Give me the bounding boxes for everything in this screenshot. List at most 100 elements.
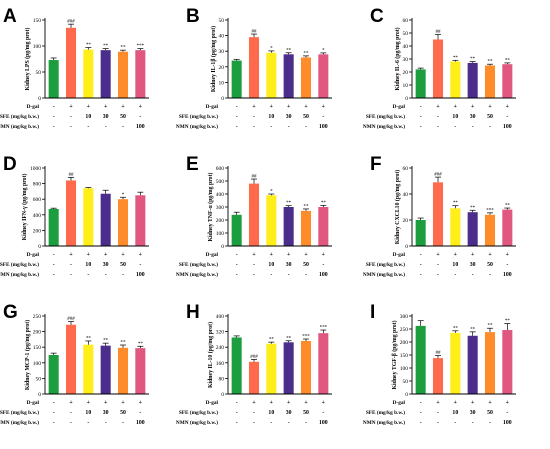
group-cell: -	[236, 400, 238, 406]
group-cell: -	[253, 124, 255, 130]
group-cell: 100	[136, 420, 145, 426]
y-axis-label: Kidney TGF-β (pg/mg prot)	[391, 320, 398, 389]
bar	[283, 207, 294, 246]
significance-label: **	[286, 48, 292, 53]
group-row-label: D-gal	[393, 400, 406, 406]
group-cell: -	[437, 272, 439, 278]
significance-label: **	[453, 56, 459, 61]
group-cell: 50	[303, 114, 309, 120]
group-cell: -	[53, 124, 55, 130]
panel-letter: B	[186, 6, 200, 27]
group-cell: -	[420, 124, 422, 130]
group-cell: -	[70, 124, 72, 130]
group-cell: 100	[503, 420, 512, 426]
bar	[231, 60, 242, 98]
group-cell: +	[104, 104, 107, 110]
group-cell: 10	[85, 114, 91, 120]
group-cell: 100	[136, 272, 145, 278]
group-cell: -	[53, 252, 55, 258]
significance-label: ###	[434, 173, 442, 178]
group-cell: -	[105, 420, 107, 426]
significance-label: **	[505, 204, 511, 209]
bar	[502, 64, 513, 98]
bar	[502, 209, 513, 246]
group-cell: 100	[503, 124, 512, 130]
bar	[502, 330, 513, 394]
significance-label: ##	[436, 30, 442, 35]
bar	[117, 199, 129, 246]
y-tick-label: 400	[216, 192, 225, 198]
group-row-label: SFE (mg/kg b.w.)	[0, 113, 39, 120]
group-cell: 30	[103, 114, 109, 120]
y-tick-label: 40	[219, 34, 225, 40]
group-cell: -	[236, 124, 238, 130]
group-cell: +	[454, 104, 457, 110]
group-cell: +	[471, 400, 474, 406]
bar	[300, 340, 312, 394]
group-cell: +	[252, 104, 255, 110]
group-cell: +	[69, 400, 72, 406]
y-tick-label: 0	[221, 392, 224, 398]
group-cell: +	[506, 104, 509, 110]
group-cell: -	[437, 420, 439, 426]
group-cell: 100	[136, 124, 145, 130]
significance-label: **	[470, 57, 476, 62]
group-cell: -	[472, 420, 474, 426]
group-cell: -	[87, 124, 89, 130]
group-cell: -	[122, 124, 124, 130]
significance-label: *	[122, 193, 125, 198]
group-row-label: D-gal	[393, 252, 406, 258]
bar	[300, 210, 312, 246]
group-cell: +	[304, 104, 307, 110]
y-tick-label: 50	[403, 379, 409, 385]
y-tick-label: 400	[216, 314, 225, 320]
group-cell: +	[436, 252, 439, 258]
group-row-label: SFE (mg/kg b.w.)	[179, 261, 218, 268]
bar	[300, 57, 312, 98]
bar	[484, 214, 496, 246]
bar	[65, 180, 77, 246]
group-cell: 30	[470, 262, 476, 268]
group-cell: -	[489, 272, 491, 278]
group-cell: +	[121, 400, 124, 406]
bar	[248, 37, 260, 98]
significance-label: ##	[436, 351, 442, 356]
group-cell: -	[236, 262, 238, 268]
significance-label: **	[103, 44, 109, 49]
group-cell: -	[139, 262, 141, 268]
group-cell: 50	[487, 114, 493, 120]
group-cell: 30	[103, 410, 109, 416]
y-tick-label: 240	[216, 345, 225, 351]
group-cell: +	[304, 400, 307, 406]
group-cell: +	[104, 252, 107, 258]
y-tick-label: 600	[216, 166, 225, 172]
y-tick-label: 0	[405, 244, 408, 250]
group-cell: -	[53, 114, 55, 120]
significance-label: ***	[137, 44, 145, 49]
y-tick-label: 10	[403, 83, 409, 89]
significance-label: ##	[69, 173, 75, 178]
y-axis-label: Kidney MCP-1 (pg/mg prot)	[24, 320, 31, 390]
y-tick-label: 80	[219, 376, 225, 382]
y-tick-label: 1000	[30, 166, 41, 172]
group-row-label: SFE (mg/kg b.w.)	[0, 409, 39, 416]
group-cell: -	[70, 420, 72, 426]
group-row-label: SFE (mg/kg b.w.)	[0, 261, 39, 268]
group-cell: +	[322, 400, 325, 406]
group-row-label: D-gal	[206, 104, 219, 110]
y-tick-label: 50	[36, 376, 42, 382]
significance-label: **	[304, 51, 310, 56]
bar	[415, 220, 426, 246]
bar	[283, 54, 294, 98]
group-cell: -	[253, 262, 255, 268]
group-row-label: D-gal	[206, 252, 219, 258]
y-tick-label: 0	[221, 244, 224, 250]
bar	[415, 325, 426, 394]
group-row-label: SFE (mg/kg b.w.)	[366, 261, 405, 268]
y-tick-label: 100	[400, 366, 409, 372]
